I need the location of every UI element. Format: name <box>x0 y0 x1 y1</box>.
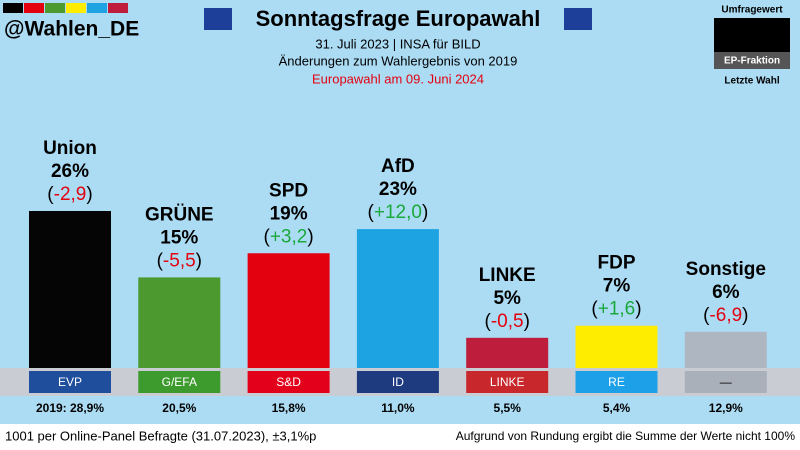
bar <box>466 337 549 368</box>
change-label: (-5,5) <box>157 250 202 271</box>
bar <box>29 211 111 368</box>
change-value: +1,6 <box>598 299 636 320</box>
note: Änderungen zum Wahlergebnis von 2019 <box>279 53 518 68</box>
category-label: FDP <box>598 253 636 274</box>
change-value: +12,0 <box>374 202 422 223</box>
paren: ) <box>742 305 748 326</box>
legend-value: Umfragewert <box>721 5 783 16</box>
previous-label: 15,8% <box>272 401 306 415</box>
flag <box>564 8 592 30</box>
change-label: (-0,5) <box>484 311 529 332</box>
paren: ( <box>157 250 164 271</box>
change-value: -2,9 <box>54 184 87 205</box>
category-label: GRÜNE <box>145 204 214 225</box>
change-label: (+12,0) <box>368 202 429 223</box>
previous-label: 5,4% <box>603 401 631 415</box>
bar <box>356 229 439 368</box>
category-label: LINKE <box>479 265 536 286</box>
paren: ( <box>591 299 598 320</box>
faction-label: G/EFA <box>162 375 197 389</box>
chart-title: Sonntagsfrage Europawahl <box>256 6 541 31</box>
faction-box <box>356 371 439 393</box>
faction-box <box>247 371 330 393</box>
value-label: 5% <box>493 288 521 309</box>
subtitle: 31. Juli 2023 | INSA für BILD <box>315 36 480 51</box>
previous-label: 5,5% <box>494 401 522 415</box>
paren: ) <box>86 184 92 205</box>
category-label: Sonstige <box>686 259 766 280</box>
previous-label: 11,0% <box>381 401 415 415</box>
bar <box>684 331 767 368</box>
category-label: Union <box>43 138 97 159</box>
paren: ( <box>703 305 710 326</box>
faction-label: S&D <box>276 375 301 389</box>
handle: @Wahlen_DE <box>4 18 139 41</box>
party-stripes <box>3 3 128 13</box>
value-label: 15% <box>160 227 198 248</box>
election-date: Europawahl am 09. Juni 2024 <box>312 71 484 86</box>
faction-box <box>684 371 767 393</box>
previous-label: 20,5% <box>162 401 196 415</box>
faction-label: RE <box>608 375 625 389</box>
footer-right: Aufgrund von Rundung ergibt die Summe de… <box>456 429 796 443</box>
bar <box>575 325 658 368</box>
paren: ( <box>368 202 375 223</box>
faction-box <box>575 371 658 393</box>
previous-label: 2019: 28,9% <box>36 401 104 415</box>
faction-label: — <box>720 375 732 389</box>
faction-box <box>29 371 111 393</box>
change-label: (+3,2) <box>264 226 314 247</box>
faction-label: LINKE <box>490 375 525 389</box>
change-value: -6,9 <box>709 305 742 326</box>
change-value: -5,5 <box>163 250 196 271</box>
paren: ) <box>196 250 202 271</box>
paren: ( <box>264 226 271 247</box>
faction-label: EVP <box>58 375 82 389</box>
category-label: AfD <box>381 156 415 177</box>
flag <box>204 8 232 30</box>
paren: ) <box>307 226 313 247</box>
value-label: 23% <box>379 179 417 200</box>
paren: ) <box>635 299 641 320</box>
legend: Umfragewert EP-Fraktion Letzte Wahl <box>714 5 790 87</box>
change-value: -0,5 <box>491 311 524 332</box>
value-label: 7% <box>603 276 631 297</box>
paren: ( <box>484 311 491 332</box>
previous-label: 12,9% <box>709 401 743 415</box>
paren: ) <box>524 311 530 332</box>
change-label: (-6,9) <box>703 305 748 326</box>
faction-box <box>466 371 549 393</box>
change-label: (-2,9) <box>47 184 92 205</box>
footer-left: 1001 per Online-Panel Befragte (31.07.20… <box>5 428 316 443</box>
bar <box>247 253 330 368</box>
faction-label: ID <box>392 375 404 389</box>
value-label: 19% <box>270 203 308 224</box>
change-value: +3,2 <box>270 226 308 247</box>
paren: ) <box>422 202 428 223</box>
value-label: 26% <box>51 161 89 182</box>
value-label: 6% <box>712 282 740 303</box>
legend-last: Letzte Wahl <box>724 76 779 87</box>
faction-box <box>138 371 221 393</box>
change-label: (+1,6) <box>591 299 641 320</box>
footer-band <box>0 424 800 450</box>
category-label: SPD <box>269 180 308 201</box>
bar <box>138 277 221 368</box>
paren: ( <box>47 184 54 205</box>
legend-faction: EP-Fraktion <box>724 56 780 67</box>
